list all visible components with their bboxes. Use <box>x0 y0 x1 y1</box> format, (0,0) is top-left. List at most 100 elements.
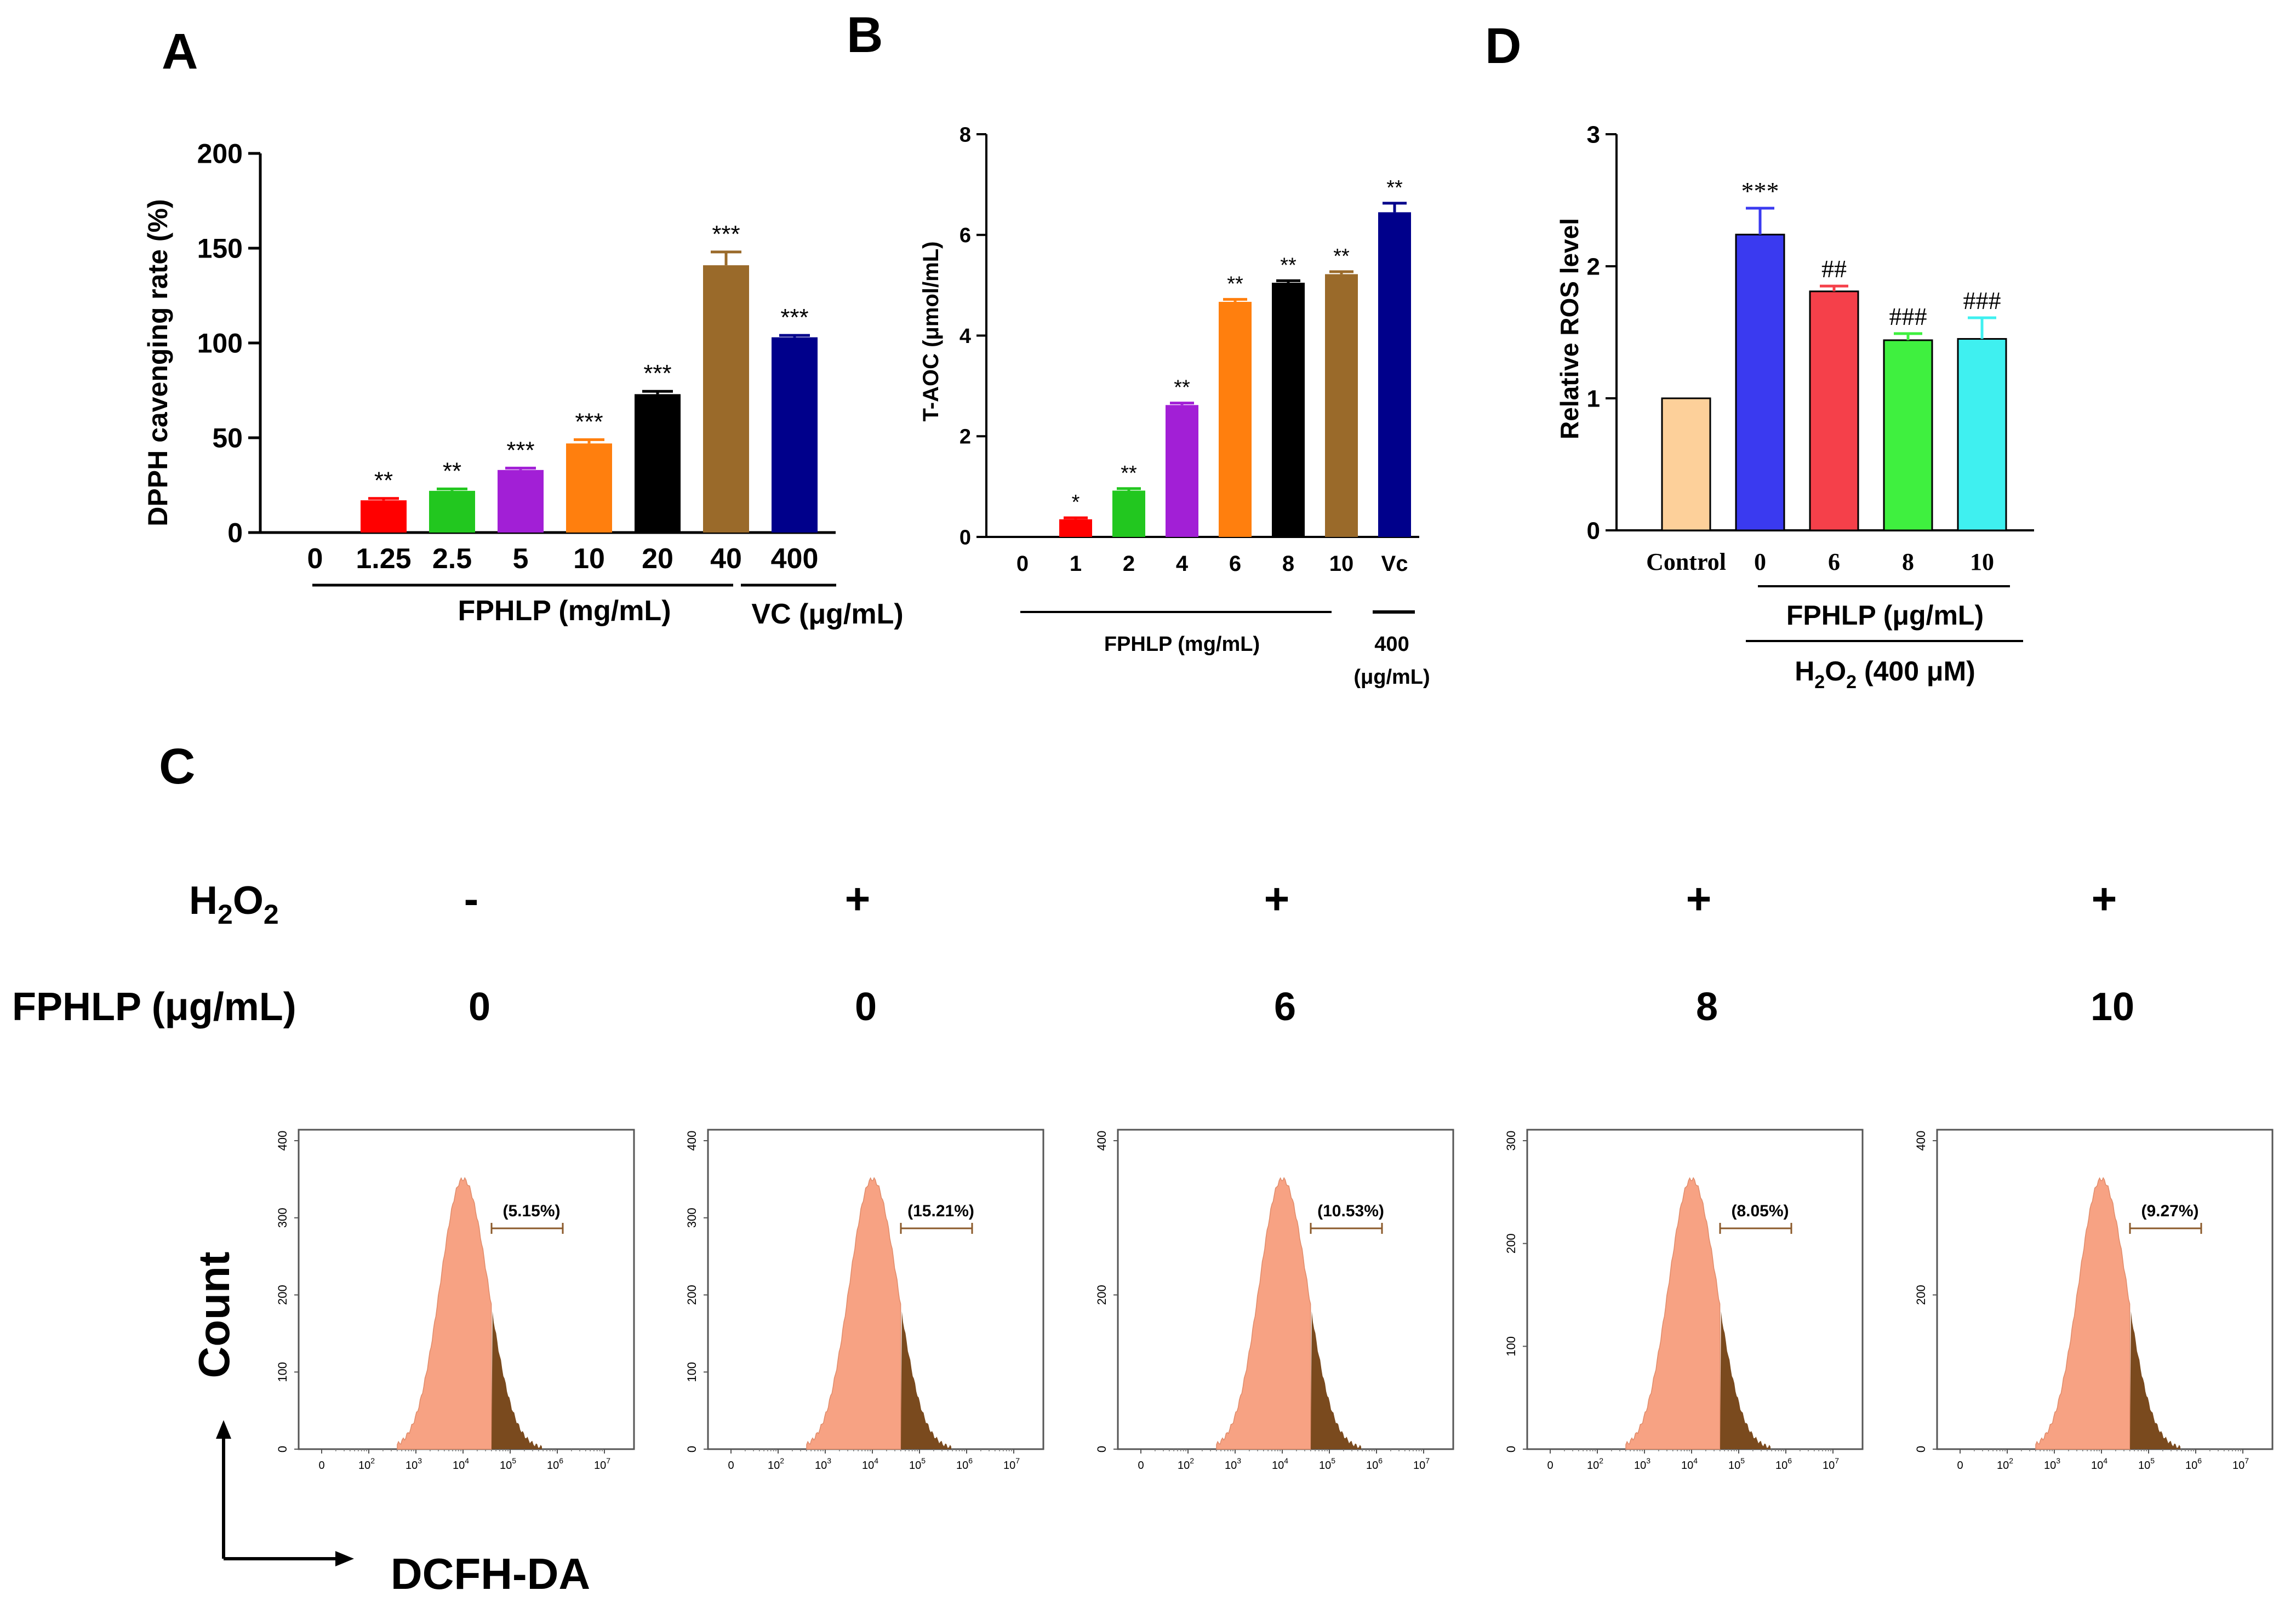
chart-a-category-label: 40 <box>710 543 742 575</box>
chart-b-ytick-label: 6 <box>959 224 971 247</box>
chart-c-fphlp-value: 8 <box>1696 985 1718 1029</box>
chart-d-bar <box>1661 397 1711 531</box>
chart-c-h2o2-value: + <box>1264 874 1290 923</box>
histogram-xtick-label: 0 <box>1547 1460 1553 1472</box>
chart-d-ytick-label: 2 <box>1587 253 1600 280</box>
chart-a-ytick-label: 0 <box>227 518 243 548</box>
chart-a-significance: *** <box>643 360 671 387</box>
chart-b-bar <box>1059 519 1092 537</box>
chart-a: DPPH cavenging rate (%) 0 50 100 150 200 0 **… <box>142 139 904 631</box>
histogram-ytick-label: 200 <box>1504 1233 1518 1254</box>
chart-a-ylabel: DPPH cavenging rate (%) <box>142 199 173 526</box>
chart-a-significance: *** <box>712 221 740 248</box>
chart-a-category-label: 400 <box>771 543 819 575</box>
chart-b-bar <box>1378 212 1411 537</box>
histogram-xtick-label: 0 <box>318 1460 324 1472</box>
chart-a-bar <box>498 470 544 533</box>
histogram-percentage: (10.53%) <box>1317 1202 1384 1220</box>
chart-c-fphlp-value: 10 <box>2091 985 2134 1029</box>
histogram-xtick-label: 105 <box>909 1456 926 1472</box>
histogram-xtick-label: 104 <box>862 1456 878 1472</box>
chart-a-category-label: 0 <box>307 543 323 575</box>
histogram-xtick-label: 0 <box>728 1460 734 1472</box>
histogram-ytick-label: 200 <box>685 1285 699 1305</box>
histogram-fill <box>2035 1177 2131 1450</box>
histogram-fill <box>1216 1177 1311 1450</box>
chart-b-category-label: 2 <box>1123 552 1135 576</box>
histogram-xtick-label: 105 <box>500 1456 516 1472</box>
histogram-percentage: (15.21%) <box>907 1202 974 1220</box>
chart-d: Relative ROS level 0 1 2 3 Control *** 0 ## 6 ##… <box>1555 121 2034 693</box>
chart-b: T-AOC (μmol/mL) 0 2 4 6 8 0 * 1 ** 2 ** 4 ** 6 ** 8 ** 1… <box>919 123 1430 689</box>
histogram-xtick-label: 103 <box>1225 1456 1241 1472</box>
panel-label-b: B <box>847 7 883 63</box>
histogram-gated-region <box>901 1311 951 1449</box>
chart-a-significance: *** <box>575 408 603 435</box>
histogram-ytick-label: 400 <box>685 1131 699 1151</box>
chart-d-significance: ### <box>1889 302 1927 330</box>
chart-b-category-label: 4 <box>1176 552 1189 576</box>
chart-b-ylabel: T-AOC (μmol/mL) <box>919 242 943 422</box>
histogram-xtick-label: 104 <box>453 1456 469 1472</box>
histogram-ytick-label: 200 <box>276 1285 289 1305</box>
panel-label-c: C <box>159 739 195 794</box>
chart-a-bar <box>772 337 818 533</box>
chart-a-bar <box>635 394 681 533</box>
chart-b-significance: ** <box>1227 272 1243 295</box>
histogram-plot: 0 200 400 0 102 103 104 105 106 107 (9.27%) <box>1914 1129 2274 1472</box>
chart-b-significance: ** <box>1333 245 1350 268</box>
histogram-xtick-label: 104 <box>1681 1456 1698 1472</box>
histogram-plot: 0 100 200 300 0 102 103 104 105 106 107 (8.05%) <box>1504 1129 1864 1472</box>
chart-d-category-label: 8 <box>1902 548 1914 575</box>
chart-d-group-h2o2: H2O2 (400 μM) <box>1795 656 1975 693</box>
chart-c-fphlp-value: 6 <box>1274 985 1296 1029</box>
chart-c-fphlp-value: 0 <box>855 985 877 1029</box>
chart-d-category-label: 6 <box>1828 548 1840 575</box>
chart-d-bar <box>1957 338 2007 531</box>
histogram-plot: 0 200 400 0 102 103 104 105 106 107 (10.53%) <box>1095 1129 1454 1472</box>
chart-d-ytick-label: 1 <box>1587 385 1600 412</box>
histogram-plot: 0 100 200 300 400 0 102 103 104 105 106 107 (15.21%) <box>685 1129 1044 1472</box>
histogram-ytick-label: 0 <box>276 1446 289 1452</box>
histogram-percentage: (8.05%) <box>1731 1202 1789 1220</box>
histogram-xtick-label: 105 <box>1728 1456 1745 1472</box>
chart-b-bar <box>1166 405 1198 537</box>
chart-b-category-label: 0 <box>1016 552 1029 576</box>
chart-c-h2o2-value: + <box>1686 874 1712 923</box>
chart-d-ylabel: Relative ROS level <box>1555 218 1584 439</box>
chart-c: H2O2 FPHLP (μg/mL) - 0 +0 +6 +8 +10 0 100 200 30… <box>12 874 2274 1598</box>
histogram-ytick-label: 300 <box>1504 1131 1518 1151</box>
chart-d-bar <box>1809 290 1859 531</box>
chart-a-significance: *** <box>780 304 808 331</box>
chart-b-significance: ** <box>1121 462 1137 485</box>
histogram-xtick-label: 103 <box>815 1456 831 1472</box>
chart-d-ytick-label: 0 <box>1587 517 1600 544</box>
chart-d-bar <box>1883 339 1933 531</box>
chart-d-significance: ## <box>1821 255 1847 283</box>
chart-b-group-400: 400 <box>1374 633 1409 656</box>
histogram-xtick-label: 107 <box>1413 1456 1430 1472</box>
histogram-xtick-label: 106 <box>1366 1456 1383 1472</box>
chart-b-group-fphlp: FPHLP (mg/mL) <box>1104 633 1260 656</box>
chart-c-row-h2o2: H2O2 <box>189 879 279 930</box>
chart-c-ylabel: Count <box>190 1251 238 1378</box>
chart-a-bar <box>429 490 475 533</box>
histogram-ytick-label: 0 <box>685 1446 699 1452</box>
chart-d-category-label: 10 <box>1970 548 1994 575</box>
histogram-ytick-label: 400 <box>1914 1131 1928 1151</box>
histogram-xtick-label: 107 <box>1003 1456 1020 1472</box>
chart-c-h2o2-value: + <box>2092 874 2117 923</box>
histogram-ytick-label: 100 <box>1504 1336 1518 1357</box>
histogram-ytick-label: 200 <box>1095 1285 1109 1305</box>
histogram-ytick-label: 0 <box>1914 1446 1928 1452</box>
chart-b-group-unit: (μg/mL) <box>1353 666 1430 689</box>
histogram-gated-region <box>1311 1311 1361 1449</box>
chart-b-category-label: 6 <box>1229 552 1241 576</box>
chart-a-significance: *** <box>506 437 534 464</box>
histogram-xtick-label: 102 <box>358 1456 375 1472</box>
histogram-ytick-label: 100 <box>685 1362 699 1382</box>
chart-b-ytick-label: 2 <box>959 426 971 449</box>
histogram-fill <box>397 1177 492 1450</box>
histogram-xtick-label: 107 <box>2232 1456 2249 1472</box>
chart-a-ytick-label: 100 <box>197 328 243 359</box>
